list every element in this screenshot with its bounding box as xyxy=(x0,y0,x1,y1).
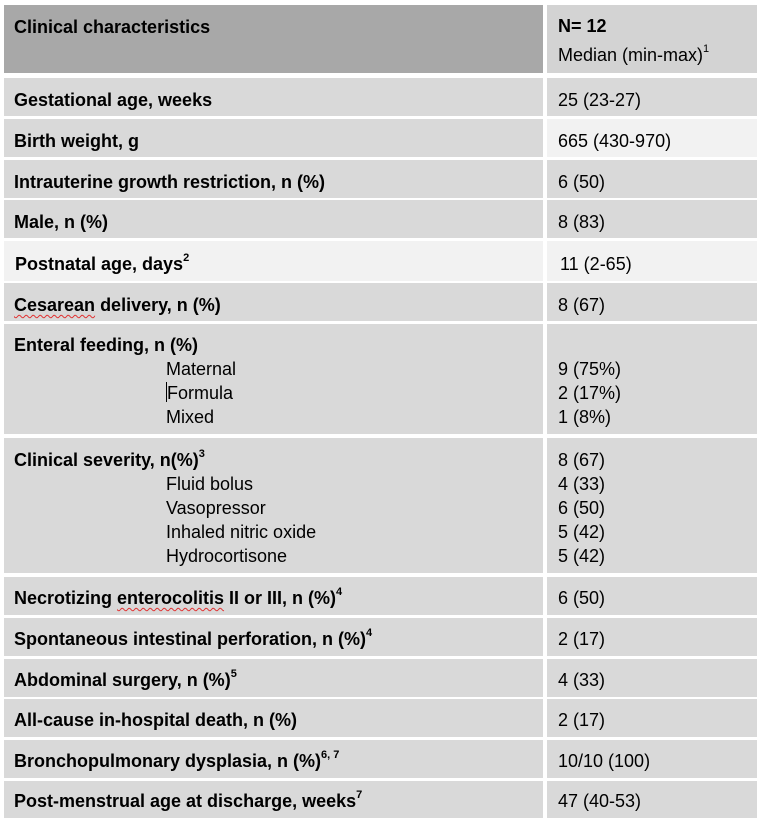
footnote-marker: 4 xyxy=(336,586,343,598)
table-row: Postnatal age, days2 11 (2-65) xyxy=(4,241,757,281)
footnote-marker: 2 xyxy=(183,252,190,264)
table-header-row: Clinical characteristics N= 12 Median (m… xyxy=(4,5,757,73)
header-cell-n: N= 12 Median (min-max)1 xyxy=(547,5,757,73)
table-row: Bronchopulmonary dysplasia, n (%)6, 7 10… xyxy=(4,740,757,778)
footnote-marker: 5 xyxy=(230,668,237,680)
sub-label: Mixed xyxy=(166,407,215,427)
row-label: Birth weight, g xyxy=(14,131,139,151)
row-value: 10/10 (100) xyxy=(558,751,651,771)
row-value: 2 (17) xyxy=(558,629,606,649)
table-row: Post-menstrual age at discharge, weeks7 … xyxy=(4,781,757,818)
row-value: 8 (67) xyxy=(558,450,606,470)
row-label: Bronchopulmonary dysplasia, n (%)6, 7 xyxy=(14,749,340,772)
sub-label: Maternal xyxy=(166,359,237,379)
row-label: Abdominal surgery, n (%)5 xyxy=(14,668,237,691)
row-label: Clinical severity, n(%)3 xyxy=(14,448,205,471)
row-value: 2 (17) xyxy=(558,710,606,730)
sub-label: Formula xyxy=(166,382,234,403)
sub-value: 4 (33) xyxy=(558,474,606,494)
row-label: Male, n (%) xyxy=(14,212,109,232)
row-value: 4 (33) xyxy=(558,670,606,690)
row-label: Intrauterine growth restriction, n (%) xyxy=(14,172,326,192)
table-row: Enteral feeding, n (%) Maternal Formula … xyxy=(4,324,757,434)
sub-label: Vasopressor xyxy=(166,498,266,518)
sub-value: 5 (42) xyxy=(558,522,606,542)
table-row: Abdominal surgery, n (%)5 4 (33) xyxy=(4,659,757,697)
table-row: Gestational age, weeks 25 (23-27) xyxy=(4,78,757,116)
row-value: 8 (67) xyxy=(558,295,606,315)
sub-label: Fluid bolus xyxy=(166,474,254,494)
row-label: Cesarean delivery, n (%) xyxy=(14,295,221,315)
header-cell-characteristics: Clinical characteristics xyxy=(4,5,543,73)
sub-label: Hydrocortisone xyxy=(166,546,288,566)
sub-value: 5 (42) xyxy=(558,546,606,566)
table-row: All-cause in-hospital death, n (%) 2 (17… xyxy=(4,699,757,737)
row-label: Gestational age, weeks xyxy=(14,90,213,110)
text-cursor xyxy=(166,382,167,402)
sub-value: 9 (75%) xyxy=(558,359,622,379)
row-label: All-cause in-hospital death, n (%) xyxy=(14,710,298,730)
header-n-label: N= 12 xyxy=(558,16,607,36)
footnote-marker: 6, 7 xyxy=(321,749,340,761)
sub-value: 6 (50) xyxy=(558,498,606,518)
row-value: 6 (50) xyxy=(558,588,606,608)
header-characteristics-label: Clinical characteristics xyxy=(14,17,211,37)
table-row: Male, n (%) 8 (83) xyxy=(4,200,757,238)
row-label: Postnatal age, days2 xyxy=(15,252,190,275)
row-label: Post-menstrual age at discharge, weeks7 xyxy=(14,789,363,812)
row-value: 47 (40-53) xyxy=(558,791,642,811)
row-label: Necrotizing enterocolitis II or III, n (… xyxy=(14,586,343,609)
row-label: Spontaneous intestinal perforation, n (%… xyxy=(14,627,373,650)
table-row: Cesarean delivery, n (%) 8 (67) xyxy=(4,283,757,321)
footnote-marker: 7 xyxy=(356,789,363,801)
table-row: Intrauterine growth restriction, n (%) 6… xyxy=(4,160,757,198)
footnote-marker: 4 xyxy=(366,627,373,639)
row-value: 8 (83) xyxy=(558,212,606,232)
sub-value: 1 (8%) xyxy=(558,407,612,427)
row-value: 6 (50) xyxy=(558,172,606,192)
row-label: Enteral feeding, n (%) xyxy=(14,335,199,355)
header-median-label: Median (min-max)1 xyxy=(558,43,710,66)
footnote-marker: 3 xyxy=(198,448,205,460)
sub-value: 2 (17%) xyxy=(558,383,622,403)
header-footnote-marker: 1 xyxy=(703,43,710,55)
table-row: Necrotizing enterocolitis II or III, n (… xyxy=(4,577,757,615)
row-value: 25 (23-27) xyxy=(558,90,642,110)
table-row: Birth weight, g 665 (430-970) xyxy=(4,119,757,157)
table-row: Spontaneous intestinal perforation, n (%… xyxy=(4,618,757,656)
table-row: Clinical severity, n(%)3 Fluid bolus Vas… xyxy=(4,438,757,573)
sub-label: Inhaled nitric oxide xyxy=(166,522,317,542)
row-value: 665 (430-970) xyxy=(558,131,672,151)
row-value: 11 (2-65) xyxy=(560,254,632,274)
